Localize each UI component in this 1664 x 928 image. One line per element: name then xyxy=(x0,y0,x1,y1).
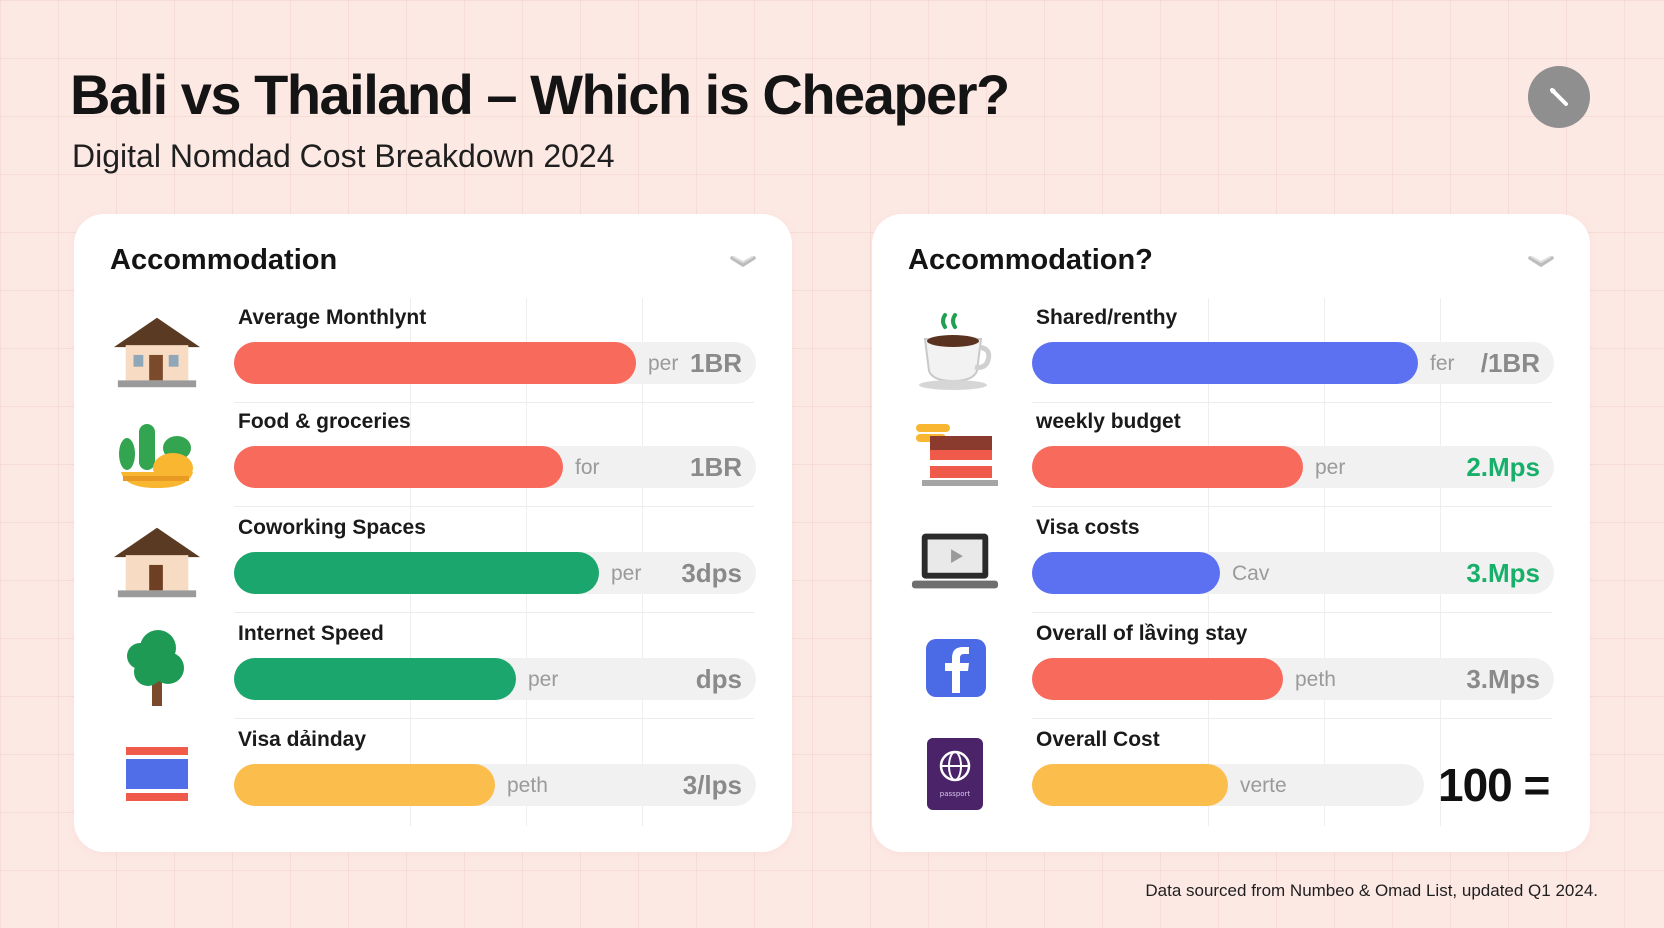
cost-row: Average Monthlynt per 1BR xyxy=(74,302,792,406)
facebook-icon xyxy=(910,628,1000,708)
row-label: Visa costs xyxy=(1036,516,1140,539)
cost-bar-track: verte xyxy=(1032,764,1424,806)
row-label: Visa dảinday xyxy=(238,728,367,751)
card-title: Accommodation? xyxy=(908,244,1153,276)
cost-bar-track: for 1BR xyxy=(234,446,756,488)
cake-stack-icon xyxy=(910,416,1000,496)
cost-row: passport Overall Cost verte 100 = xyxy=(872,724,1590,828)
cost-bar-fill xyxy=(234,342,636,384)
thailand-flag-icon xyxy=(112,734,202,814)
value-label: 1BR xyxy=(689,348,742,378)
chevron-down-icon xyxy=(1528,256,1554,268)
page-subtitle: Digital Nomdad Cost Breakdown 2024 xyxy=(72,138,615,174)
pencil-icon xyxy=(1550,88,1568,106)
value-label: 3dps xyxy=(681,558,742,588)
unit-label: per xyxy=(648,352,679,375)
cost-bar-fill xyxy=(234,446,563,488)
cost-bar-fill xyxy=(1032,342,1418,384)
cost-bar-track: per 3dps xyxy=(234,552,756,594)
overall-cost-value: 100 = xyxy=(1438,759,1550,811)
cost-bar-track: fer /1BR xyxy=(1032,342,1554,384)
data-source-note: Data sourced from Numbeo & Omad List, up… xyxy=(1145,881,1598,900)
cost-bar-fill xyxy=(1032,764,1228,806)
row-label: Coworking Spaces xyxy=(238,516,426,539)
value-label: 3.Mps xyxy=(1466,558,1540,588)
house-icon xyxy=(112,312,202,392)
unit-label: per xyxy=(528,668,559,691)
unit-label: Cav xyxy=(1232,562,1270,585)
cost-bar-track: per 1BR xyxy=(234,342,756,384)
unit-label: peth xyxy=(507,774,548,797)
unit-label: per xyxy=(611,562,642,585)
unit-label: verte xyxy=(1240,774,1287,797)
cost-bar-fill xyxy=(1032,552,1220,594)
unit-label: per xyxy=(1315,456,1346,479)
row-label: Food & groceries xyxy=(238,410,411,433)
cost-row: Coworking Spaces per 3dps xyxy=(74,512,792,616)
card-menu-button[interactable] xyxy=(730,254,756,273)
page-title: Bali vs Thailand – Which is Cheaper? xyxy=(70,63,1010,126)
cost-bar-fill xyxy=(1032,658,1283,700)
cost-bar-track: per 2.Mps xyxy=(1032,446,1554,488)
value-label: 3/lps xyxy=(682,770,742,800)
cost-bar-fill xyxy=(234,658,516,700)
passport-text: passport xyxy=(940,790,971,798)
laptop-icon xyxy=(910,522,1000,602)
cost-row: Internet Speed per dps xyxy=(74,618,792,722)
right-cost-card: Accommodation? Shared/renthy fer /1BR xyxy=(872,214,1590,852)
cost-row: Visa dảinday peth 3/lps xyxy=(74,724,792,828)
row-label: weekly budget xyxy=(1036,410,1181,433)
value-label: 1BR xyxy=(689,452,742,482)
cost-bar-track: peth 3.Mps xyxy=(1032,658,1554,700)
house-icon xyxy=(112,522,202,602)
row-label: Overall Cost xyxy=(1036,728,1160,751)
unit-label: for xyxy=(575,456,600,479)
card-title: Accommodation xyxy=(110,244,338,276)
plant-bowl-icon xyxy=(112,416,202,496)
edit-button[interactable] xyxy=(1528,66,1590,128)
unit-label: fer xyxy=(1430,352,1455,375)
cost-bar-track: per dps xyxy=(234,658,756,700)
cost-bar-fill xyxy=(1032,446,1303,488)
row-label: Average Monthlynt xyxy=(238,306,427,329)
cost-row: Food & groceries for 1BR xyxy=(74,406,792,510)
cost-bar-track: peth 3/lps xyxy=(234,764,756,806)
chevron-down-icon xyxy=(730,256,756,268)
coffee-cup-icon xyxy=(910,312,1000,392)
row-label: Internet Speed xyxy=(238,622,384,645)
cost-row: Visa costs Cav 3.Mps xyxy=(872,512,1590,616)
cost-bar-track: Cav 3.Mps xyxy=(1032,552,1554,594)
cost-row: Shared/renthy fer /1BR xyxy=(872,302,1590,406)
cost-row: weekly budget per 2.Mps xyxy=(872,406,1590,510)
cost-row: Overall of lầving stay peth 3.Mps xyxy=(872,618,1590,722)
value-label: dps xyxy=(695,664,742,694)
row-label: Overall of lầving stay xyxy=(1036,622,1248,645)
row-label: Shared/renthy xyxy=(1036,306,1178,329)
cost-bar-fill xyxy=(234,764,495,806)
value-label: 3.Mps xyxy=(1466,664,1540,694)
left-cost-card: Accommodation Average Monthlynt per 1BR xyxy=(74,214,792,852)
value-label: /1BR xyxy=(1480,348,1540,378)
card-menu-button[interactable] xyxy=(1528,254,1554,273)
unit-label: peth xyxy=(1295,668,1336,691)
value-label: 2.Mps xyxy=(1466,452,1540,482)
passport-icon: passport xyxy=(910,734,1000,814)
tree-icon xyxy=(112,628,202,708)
cost-bar-fill xyxy=(234,552,599,594)
